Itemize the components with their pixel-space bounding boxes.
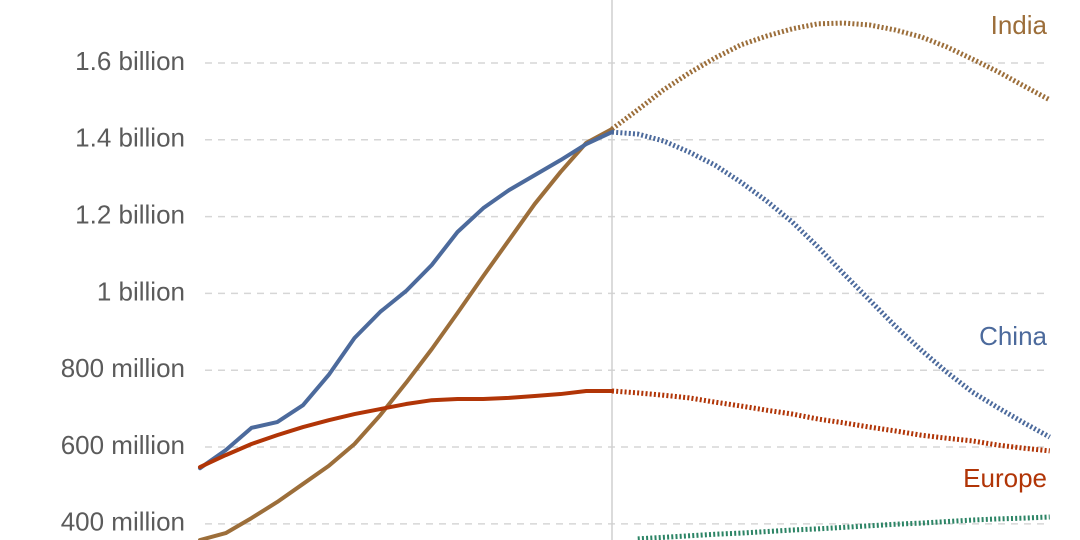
line-projection xyxy=(611,129,1051,440)
y-tick-label: 800 million xyxy=(61,353,185,383)
series-label: China xyxy=(979,321,1047,351)
series-label: Europe xyxy=(963,463,1047,493)
y-tick-label: 1.6 billion xyxy=(75,46,185,76)
line-projection xyxy=(611,388,1051,454)
line-historical xyxy=(198,127,614,540)
line-historical xyxy=(198,130,614,471)
line-projection xyxy=(637,514,1050,540)
series-label: India xyxy=(991,10,1048,40)
line-projection xyxy=(610,20,1051,132)
y-tick-label: 1 billion xyxy=(97,276,185,306)
line-historical xyxy=(198,388,614,470)
y-tick-label: 400 million xyxy=(61,507,185,537)
y-tick-label: 1.4 billion xyxy=(75,123,185,153)
y-tick-label: 1.2 billion xyxy=(75,199,185,229)
y-tick-label: 600 million xyxy=(61,430,185,460)
